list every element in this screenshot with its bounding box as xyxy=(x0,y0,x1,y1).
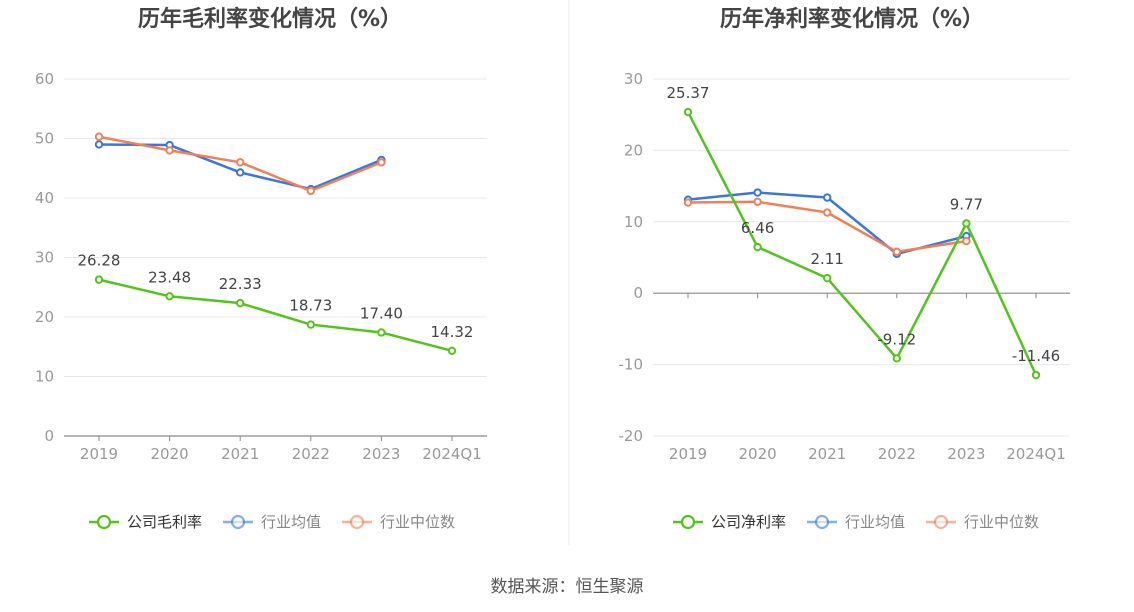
data-point-industry-median xyxy=(753,197,762,207)
data-point-company xyxy=(892,354,901,363)
legend-label: 公司净利率 xyxy=(711,513,786,531)
x-tick-label: 2021 xyxy=(808,445,846,463)
data-label: 9.77 xyxy=(950,195,983,213)
data-point-company xyxy=(377,328,386,337)
source-note: 数据来源：恒生聚源 xyxy=(491,577,644,597)
legend-label: 公司毛利率 xyxy=(127,513,202,531)
data-label: -9.12 xyxy=(877,330,916,348)
data-point-company xyxy=(753,242,762,252)
net-margin-chart: 历年净利率变化情况（%） -20 -10 0 10 20 30 2019 2020 2021 202… xyxy=(619,6,1070,531)
legend-marker-icon xyxy=(230,514,246,530)
data-point-company xyxy=(1031,370,1041,380)
data-label: 14.32 xyxy=(431,323,474,341)
x-tick-label: 2020 xyxy=(739,445,777,463)
y-tick-label: 30 xyxy=(35,249,54,267)
data-point-industry-avg xyxy=(823,193,832,202)
x-tick-label: 2023 xyxy=(362,445,400,463)
legend-marker-icon xyxy=(814,514,830,530)
data-point-industry-median xyxy=(306,186,315,196)
x-tick-label: 2023 xyxy=(947,445,985,463)
legend-item-industry-median[interactable]: 行业中位数 xyxy=(342,513,455,531)
y-tick-label: -10 xyxy=(619,356,644,374)
series-line-company xyxy=(98,278,453,353)
data-point-industry-avg xyxy=(94,140,104,149)
series-line-company xyxy=(686,111,1038,376)
data-label: 22.33 xyxy=(219,275,262,293)
data-point-company xyxy=(306,320,315,329)
x-tick-label: 2019 xyxy=(669,445,707,463)
y-tick-label: 10 xyxy=(35,368,54,386)
data-point-company xyxy=(823,273,832,283)
y-tick-label: 0 xyxy=(44,427,54,445)
y-tick-label: 20 xyxy=(35,308,54,326)
x-tick-label: 2019 xyxy=(80,445,118,463)
legend-label: 行业均值 xyxy=(261,513,321,531)
y-tick-label: 20 xyxy=(624,141,643,159)
legend-item-company[interactable]: 公司毛利率 xyxy=(89,513,202,531)
legend-item-industry-median[interactable]: 行业中位数 xyxy=(926,513,1039,531)
data-label: -11.46 xyxy=(1012,347,1060,365)
data-label: 18.73 xyxy=(289,297,332,315)
data-label: 17.40 xyxy=(360,304,403,322)
y-tick-label: 10 xyxy=(624,213,643,231)
data-label: 6.46 xyxy=(741,219,774,237)
series-line-industry-avg xyxy=(98,143,382,191)
x-tick-label: 2022 xyxy=(292,445,330,463)
data-point-industry-avg xyxy=(236,168,245,177)
y-tick-label: 60 xyxy=(35,70,54,88)
data-point-company xyxy=(236,298,245,308)
legend-item-industry-avg[interactable]: 行业均值 xyxy=(223,513,321,531)
gross-margin-chart: 历年毛利率变化情况（%） 0 10 20 30 40 50 60 2019 2020 2021 202… xyxy=(35,6,487,531)
data-point-industry-avg xyxy=(753,188,762,197)
y-tick-label: 0 xyxy=(633,284,643,302)
data-point-industry-median xyxy=(892,247,901,256)
legend-marker-icon xyxy=(680,514,696,530)
data-point-company xyxy=(94,275,104,284)
y-tick-label: 50 xyxy=(35,130,54,148)
x-tick-label: 2020 xyxy=(151,445,189,463)
y-tick-label: 40 xyxy=(35,189,54,207)
data-label: 2.11 xyxy=(810,250,843,268)
legend-label: 行业中位数 xyxy=(380,513,455,531)
legend-label: 行业中位数 xyxy=(964,513,1039,531)
data-point-industry-median xyxy=(683,198,693,207)
data-point-industry-median xyxy=(823,208,832,217)
legend-item-company[interactable]: 公司净利率 xyxy=(673,513,786,531)
legend-label: 行业均值 xyxy=(845,513,905,531)
chart-title: 历年毛利率变化情况（%） xyxy=(138,6,402,32)
x-tick-label: 2024Q1 xyxy=(1006,445,1066,463)
data-point-company xyxy=(447,346,457,355)
x-tick-label: 2024Q1 xyxy=(422,445,482,463)
x-tick-label: 2022 xyxy=(878,445,916,463)
data-point-company xyxy=(165,292,174,301)
legend-marker-icon xyxy=(933,514,949,530)
data-label: 26.28 xyxy=(78,252,121,270)
y-tick-label: 30 xyxy=(624,70,643,88)
legend-item-industry-avg[interactable]: 行业均值 xyxy=(807,513,905,531)
data-label: 23.48 xyxy=(148,268,191,286)
data-point-industry-median xyxy=(962,236,971,246)
data-point-company xyxy=(962,219,971,228)
chart-title: 历年净利率变化情况（%） xyxy=(720,6,984,32)
data-point-industry-median xyxy=(236,158,245,167)
data-label: 25.37 xyxy=(667,84,710,102)
legend-marker-icon xyxy=(349,514,365,530)
data-point-company xyxy=(683,107,693,117)
data-point-industry-median xyxy=(94,132,104,141)
y-tick-label: -20 xyxy=(619,427,644,445)
data-point-industry-median xyxy=(165,146,174,155)
x-tick-label: 2021 xyxy=(221,445,259,463)
data-point-industry-median xyxy=(377,158,386,167)
legend-marker-icon xyxy=(96,514,112,530)
